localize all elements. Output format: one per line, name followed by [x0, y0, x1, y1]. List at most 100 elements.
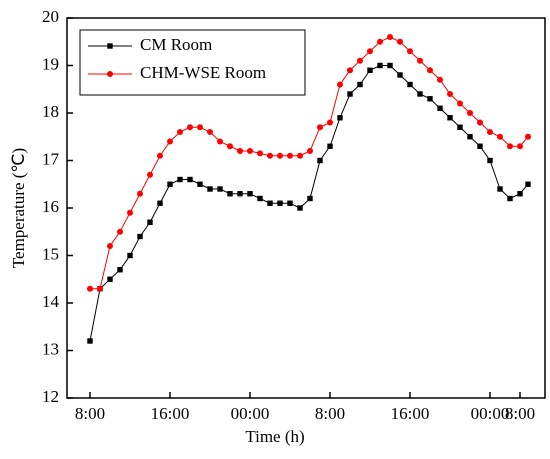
data-point [407, 48, 413, 55]
data-point [197, 124, 203, 131]
y-tick-label: 15 [42, 244, 59, 263]
data-point [157, 152, 163, 159]
data-point [267, 200, 273, 206]
data-point [447, 91, 453, 97]
data-point [497, 133, 503, 140]
data-point [127, 209, 133, 216]
y-tick-label: 14 [42, 292, 60, 311]
data-point [377, 38, 383, 45]
data-point [137, 190, 143, 197]
data-point [307, 195, 313, 202]
data-point [397, 72, 403, 78]
data-point [117, 228, 123, 235]
data-point [307, 148, 313, 154]
data-point [87, 338, 93, 344]
data-point [157, 200, 163, 206]
data-point [127, 252, 133, 259]
series-line [89, 65, 529, 342]
data-point [297, 205, 303, 211]
data-point [237, 148, 243, 154]
data-point [107, 243, 113, 249]
data-point [477, 143, 483, 149]
data-point [367, 67, 373, 73]
data-point [177, 129, 183, 135]
data-point [387, 62, 393, 69]
data-point [257, 150, 263, 157]
data-point [87, 285, 93, 292]
data-point [347, 91, 353, 97]
data-point [247, 191, 253, 197]
data-point [217, 186, 223, 192]
data-point [177, 176, 183, 183]
data-point [517, 143, 523, 150]
data-point [277, 152, 283, 159]
x-tick-label: 00:00 [231, 404, 270, 423]
data-point [187, 124, 193, 131]
data-point [357, 57, 363, 64]
data-point [517, 191, 523, 197]
data-point [457, 124, 463, 130]
data-point [447, 115, 453, 121]
data-point [525, 133, 531, 140]
data-point [467, 134, 473, 140]
y-tick-label: 13 [42, 339, 59, 358]
data-point [227, 143, 233, 150]
data-point [427, 67, 433, 74]
y-tick-label: 18 [42, 102, 59, 121]
data-point [397, 38, 403, 45]
data-point [357, 81, 363, 88]
data-point [457, 100, 463, 107]
data-point [387, 34, 393, 40]
x-tick-label: 16:00 [151, 404, 190, 423]
data-point [327, 143, 333, 149]
y-tick-label: 12 [42, 387, 59, 406]
data-point [417, 91, 423, 97]
data-point [237, 191, 243, 197]
data-point [97, 285, 103, 292]
data-point [247, 148, 253, 154]
legend-label: CM Room [140, 35, 212, 54]
data-point [437, 105, 443, 111]
data-point [207, 186, 213, 192]
data-point [167, 181, 173, 187]
y-tick-label: 17 [42, 149, 60, 168]
data-point [487, 157, 493, 164]
y-tick-label: 16 [42, 197, 59, 216]
data-point [427, 96, 433, 102]
y-tick-label: 20 [42, 7, 59, 26]
data-point [407, 81, 413, 88]
data-point [257, 195, 263, 202]
data-point [317, 124, 323, 131]
data-point [117, 267, 123, 273]
data-point [337, 115, 343, 121]
data-point [437, 76, 443, 83]
data-point [317, 157, 323, 164]
legend-marker [107, 43, 113, 49]
data-point [507, 195, 513, 202]
data-point [187, 176, 193, 183]
data-point [207, 129, 213, 135]
data-point [217, 138, 223, 145]
data-point [327, 119, 333, 126]
x-tick-label: 8:00 [505, 404, 535, 423]
data-point [337, 81, 343, 88]
data-point [487, 129, 493, 135]
data-point [497, 186, 503, 192]
data-point [197, 181, 203, 187]
data-point [137, 233, 143, 240]
data-point [297, 152, 303, 159]
data-point [507, 143, 513, 150]
y-tick-label: 19 [42, 54, 59, 73]
x-axis-title: Time (h) [245, 427, 304, 446]
x-tick-label: 16:00 [391, 404, 430, 423]
legend-box [79, 29, 306, 96]
data-point [367, 48, 373, 55]
x-tick-label: 00:00 [471, 404, 510, 423]
data-point [147, 171, 153, 178]
x-tick-label: 8:00 [75, 404, 105, 423]
data-point [227, 191, 233, 197]
data-point [377, 62, 383, 69]
data-point [267, 152, 273, 159]
data-point [287, 152, 293, 159]
